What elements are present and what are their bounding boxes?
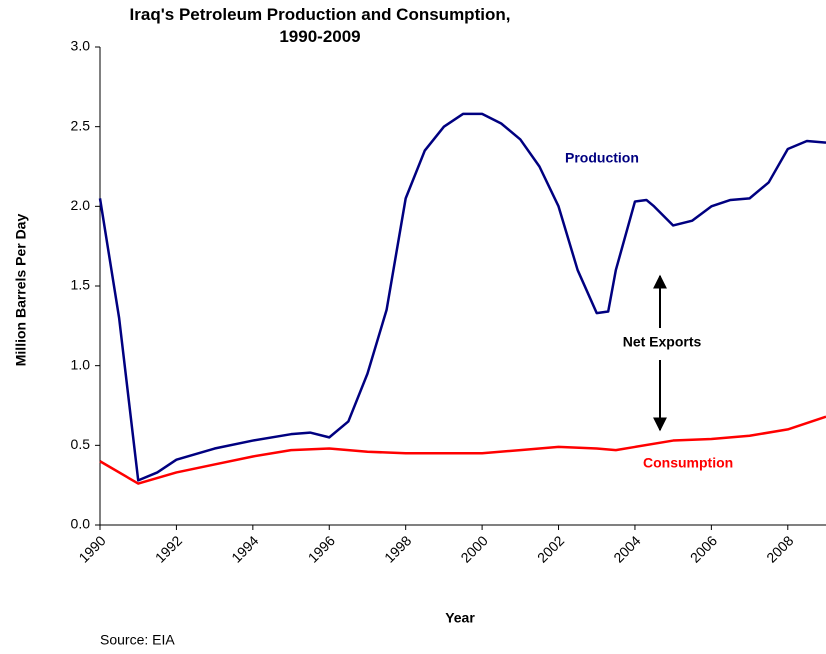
x-tick-label: 1992 (152, 532, 185, 565)
x-tick-label: 2004 (610, 532, 643, 565)
annotation: Production (565, 150, 639, 166)
y-tick-label: 3.0 (71, 38, 91, 54)
y-tick-label: 0.0 (71, 516, 91, 532)
y-tick-label: 2.5 (71, 117, 91, 133)
y-axis-label: Million Barrels Per Day (13, 214, 29, 367)
y-tick-label: 1.5 (71, 277, 91, 293)
x-tick-label: 2008 (763, 532, 796, 565)
chart-title: Iraq's Petroleum Production and Consumpt… (129, 5, 511, 46)
x-tick-label: 2000 (458, 532, 491, 565)
source: Source: EIA (100, 632, 175, 648)
x-tick-label: 2006 (687, 532, 720, 565)
annotation: Net Exports (623, 334, 702, 350)
x-tick-label: 1990 (75, 532, 108, 565)
x-tick-label: 1998 (381, 532, 414, 565)
y-tick-label: 0.5 (71, 436, 91, 452)
y-tick-label: 2.0 (71, 197, 91, 213)
x-axis-label: Year (445, 610, 475, 626)
x-tick-label: 1996 (305, 532, 338, 565)
y-tick-label: 1.0 (71, 356, 91, 372)
annotation: Consumption (643, 455, 733, 471)
x-tick-label: 1994 (228, 532, 261, 565)
series-line (98, 112, 826, 482)
x-tick-label: 2002 (534, 532, 567, 565)
series-line (99, 415, 826, 485)
